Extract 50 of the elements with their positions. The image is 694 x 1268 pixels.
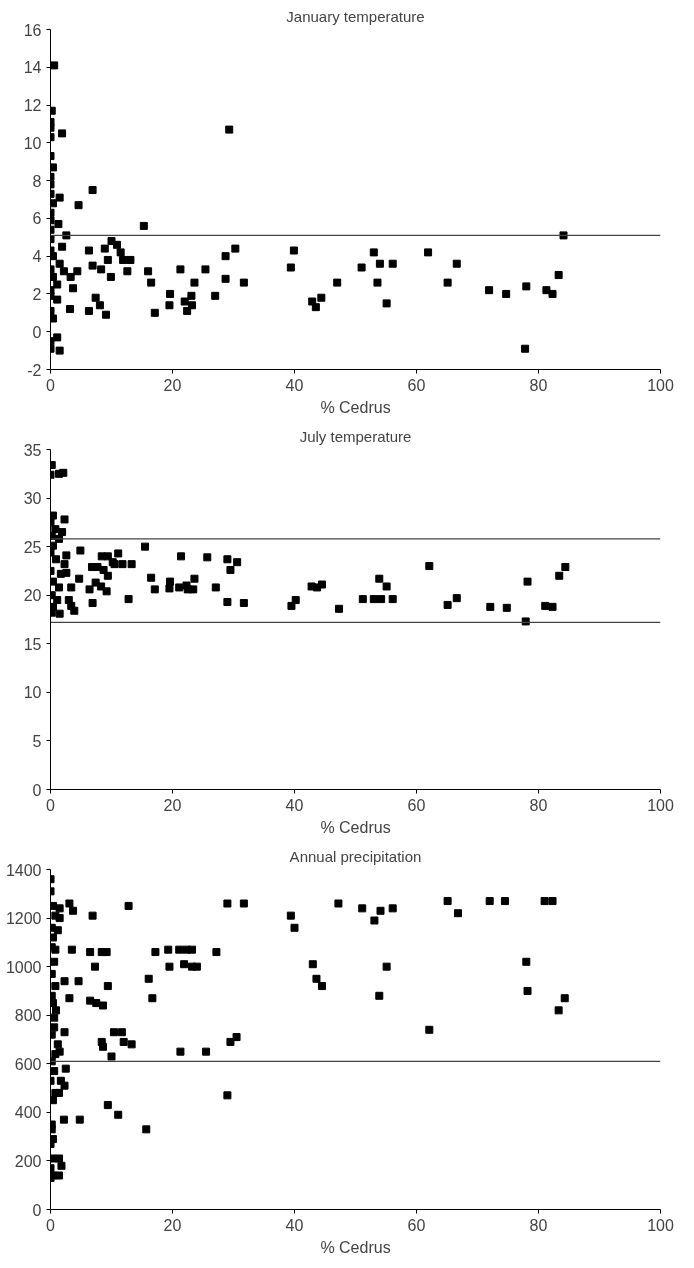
- chart-title: July temperature: [299, 427, 412, 445]
- y-tick-label: 1000: [5, 958, 42, 976]
- y-tick-label: 200: [14, 1152, 42, 1170]
- chart-title: Annual precipitation: [289, 847, 422, 865]
- x-tick-label: 40: [285, 796, 304, 814]
- x-tick-label: 60: [407, 376, 426, 394]
- y-tick-label: 12: [23, 97, 42, 115]
- x-tick-label: 80: [529, 796, 548, 814]
- y-tick-label: 0: [32, 323, 42, 341]
- y-tick-label: 30: [23, 490, 42, 508]
- x-tick-label: 100: [647, 796, 674, 814]
- y-tick-label: 15: [23, 635, 42, 653]
- x-tick-label: 0: [46, 796, 56, 814]
- y-tick-label: 10: [23, 134, 42, 152]
- x-tick-label: 40: [285, 376, 304, 394]
- y-tick-label: 800: [14, 1007, 42, 1025]
- y-tick-label: 8: [32, 172, 42, 190]
- y-tick-label: 2: [32, 285, 42, 303]
- chart-title: January temperature: [286, 7, 425, 25]
- y-tick-label: 20: [23, 587, 42, 605]
- y-tick-label: -2: [27, 361, 42, 379]
- y-tick-label: 35: [23, 441, 42, 459]
- y-tick-label: 4: [32, 248, 42, 266]
- y-tick-label: 0: [32, 781, 42, 799]
- y-tick-label: 10: [23, 684, 42, 702]
- x-axis-title: % Cedrus: [320, 818, 391, 836]
- x-axis-title: % Cedrus: [320, 398, 391, 416]
- x-tick-label: 60: [407, 796, 426, 814]
- x-tick-label: 100: [647, 1216, 674, 1234]
- y-tick-label: 1400: [5, 861, 42, 879]
- y-tick-label: 400: [14, 1104, 42, 1122]
- y-tick-label: 14: [23, 59, 42, 77]
- y-tick-label: 600: [14, 1055, 42, 1073]
- x-tick-label: 20: [163, 1216, 182, 1234]
- y-tick-label: 0: [32, 1201, 42, 1219]
- x-tick-label: 80: [529, 1216, 548, 1234]
- x-tick-label: 80: [529, 376, 548, 394]
- x-tick-label: 100: [647, 376, 674, 394]
- x-tick-label: 40: [285, 1216, 304, 1234]
- x-axis-title: % Cedrus: [320, 1238, 391, 1256]
- y-tick-label: 25: [23, 538, 42, 556]
- y-tick-label: 6: [32, 210, 42, 228]
- x-tick-label: 20: [163, 796, 182, 814]
- x-tick-label: 20: [163, 376, 182, 394]
- y-tick-label: 5: [32, 732, 42, 750]
- x-tick-label: 60: [407, 1216, 426, 1234]
- y-tick-label: 16: [23, 21, 42, 39]
- x-tick-label: 0: [46, 1216, 56, 1234]
- y-tick-label: 1200: [5, 910, 42, 928]
- x-tick-label: 0: [46, 376, 56, 394]
